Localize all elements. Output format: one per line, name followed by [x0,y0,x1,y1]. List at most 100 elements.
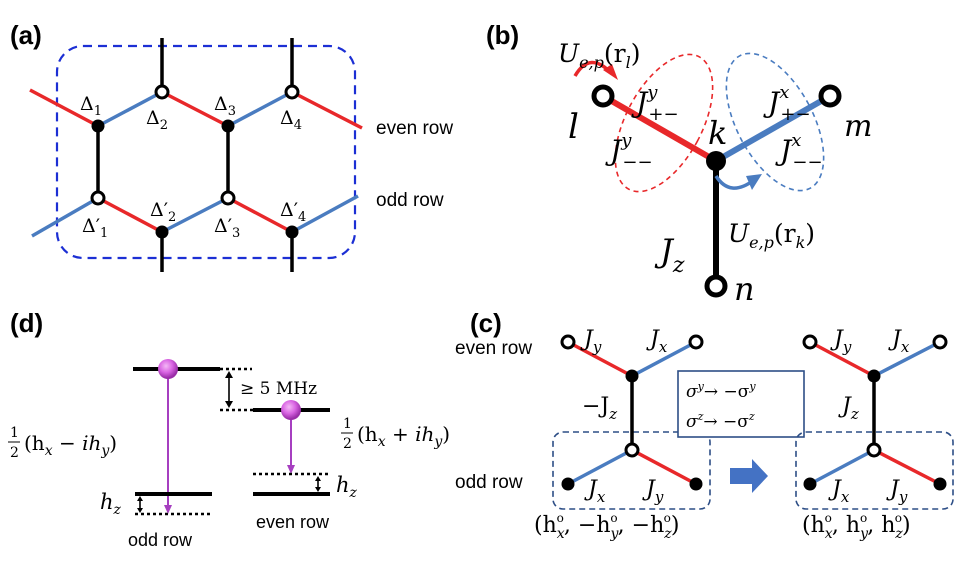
bond [567,448,633,486]
filled-site [561,477,575,491]
left-odd-box [552,431,711,510]
filled-site [221,119,235,133]
site-label-delta3-prime: Δ′3 [214,215,240,241]
filled-site [689,477,703,491]
open-site [866,442,882,458]
left-structure-bonds [567,340,697,486]
field-right: (hxo, hyo, hzo) [802,511,911,542]
left-bond-ellipse [614,53,714,193]
field-left: (hxo, −hyo, −hzo) [534,511,679,542]
coupling-Jy-right-bottom: Jy [886,477,908,506]
site-label-delta4-prime: Δ′4 [280,199,306,225]
right-odd-box [795,431,954,510]
bond [29,88,99,128]
arrow-head-icon [225,371,233,378]
open-site [624,442,640,458]
site-label-delta2-prime: Δ′2 [150,199,176,225]
coupling-Jx-right: Jx [888,327,910,356]
rule-sigma-y: σy→ −σy [686,380,756,402]
unit-cell-box [55,44,357,260]
arrow-head-icon [287,465,295,474]
bond [809,448,875,486]
bond [291,90,363,130]
bond [631,340,697,378]
bond [227,196,293,234]
panel-d-label: (d) [10,308,43,338]
arrow-head-icon [225,401,233,408]
arrow-head-icon [137,508,143,513]
half-denominator-right: 2 [343,436,352,452]
rule-sigma-z: σz→ −σz [686,410,755,432]
coupling-Jy-left-bottom: Jy [642,477,664,506]
coupling-Jx-minus-minus: Jx −− [775,130,823,173]
bond-l-k [601,93,718,164]
open-site [688,334,704,350]
half-numerator-left: 1 [10,425,19,441]
site-m [818,84,842,108]
panel-c-label: (c) [470,308,502,338]
bond [227,90,293,128]
site-label-n: n [734,270,755,308]
panel-a: (a) [10,20,453,272]
coupling-Jx-plus-minus: Jx +− [763,82,811,125]
open-site [154,84,170,100]
filled-site [867,369,881,383]
open-site [90,190,106,206]
coupling-Jy-minus-minus: Jy −− [605,130,653,173]
bond [161,90,229,128]
right-bond-ellipse [725,52,825,192]
coupling-Jz-right: Jz [838,394,859,423]
coupling-Jy-right: Jy [830,327,852,356]
open-site [932,334,948,350]
potential-label-l: Ue,p(rl) [558,39,640,72]
open-site [802,334,818,350]
open-site [284,84,300,100]
bond [161,196,229,234]
bond [873,448,941,486]
half-denominator-left: 2 [10,445,19,461]
hz-label-left: hz [100,490,122,518]
bond [873,340,941,378]
half-numerator-right: 1 [343,416,352,432]
coupling-minus-Jz-left: −Jz [582,394,617,423]
filled-site [933,477,947,491]
bond [97,196,163,234]
site-label-m: m [844,109,872,144]
bond [291,194,359,234]
arrow-head-icon [137,496,143,501]
even-row-label: even row [256,512,330,532]
filled-site [91,119,105,133]
site-k [706,151,726,171]
arrow-head-icon [164,505,172,514]
right-structure-bonds [809,340,941,486]
site-n [704,274,728,298]
filled-site [155,225,169,239]
arrow-head-icon [603,64,618,80]
coupling-Jy-left: Jy [580,327,602,356]
filled-site [803,477,817,491]
site-label-delta3: Δ3 [214,93,236,119]
odd-row-label: odd row [455,472,523,493]
site-label-delta4: Δ4 [280,107,302,133]
coupling-Jz: Jz [654,232,685,278]
filled-site [625,369,639,383]
even-row-label: even row [455,338,532,359]
potential-label-k: Ue,p(rk) [728,219,815,252]
site-label-delta1: Δ1 [80,93,102,119]
transform-arrow-icon [730,459,768,493]
filled-site [285,225,299,239]
left-field-expr: (hx − ihy) [24,431,117,459]
site-label-delta1-prime: Δ′1 [82,215,108,241]
coupling-Jx-left: Jx [646,327,668,356]
panel-c: (c) even row odd row Jy Jx −Jz Jx Jy (hx… [455,308,954,542]
odd-row-label: odd row [376,190,444,211]
odd-row-label: odd row [128,530,193,550]
bond [567,340,633,378]
panel-b-label: (b) [486,20,519,50]
bond-k-m [714,93,832,164]
atom-ball-left [158,359,178,379]
atom-ball-right [281,400,301,420]
coupling-Jx-right-bottom: Jx [828,477,850,506]
site-label-delta2: Δ2 [146,107,168,133]
